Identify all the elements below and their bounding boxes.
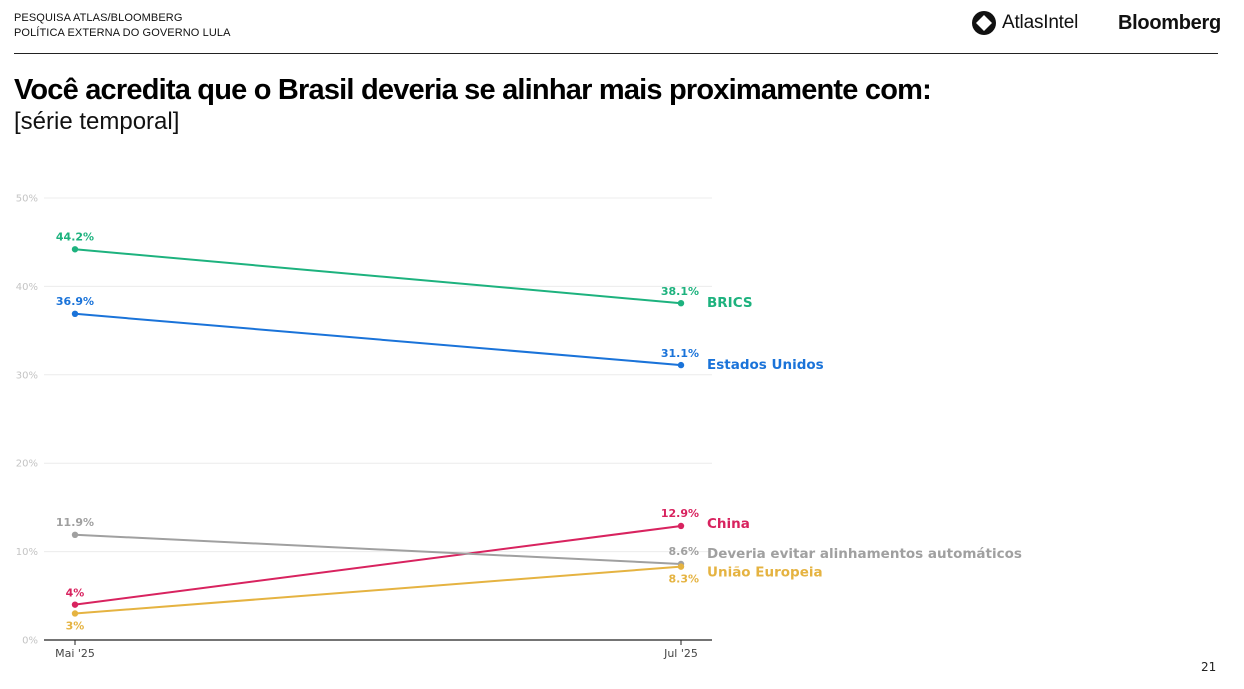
data-point xyxy=(71,246,79,253)
data-point xyxy=(71,601,79,608)
series-line xyxy=(74,565,682,615)
series-line xyxy=(74,248,682,305)
y-tick-label: 30% xyxy=(16,370,38,381)
data-point xyxy=(71,310,79,318)
data-label: 3% xyxy=(66,619,85,632)
y-tick-label: 0% xyxy=(22,636,38,647)
data-point xyxy=(677,361,685,369)
page-number: 21 xyxy=(1201,660,1217,674)
series-label: União Europeia xyxy=(707,565,823,581)
x-tick-label: Jul '25 xyxy=(663,647,698,660)
series-line xyxy=(74,533,682,565)
data-label: 8.3% xyxy=(668,573,699,586)
chart-subtitle: [série temporal] xyxy=(14,108,180,135)
data-point xyxy=(71,610,79,617)
bloomberg-logo: Bloomberg xyxy=(1118,12,1221,34)
atlasintel-logo-icon xyxy=(972,11,996,35)
data-label: 12.9% xyxy=(661,507,699,520)
series-line xyxy=(74,312,682,367)
chart-title: Você acredita que o Brasil deveria se al… xyxy=(14,74,932,106)
data-point xyxy=(677,563,685,570)
series-label: Estados Unidos xyxy=(707,357,824,373)
data-label: 31.1% xyxy=(661,347,699,360)
data-label: 38.1% xyxy=(661,285,699,298)
data-point xyxy=(71,531,79,539)
atlasintel-wordmark: AtlasIntel xyxy=(1002,12,1079,33)
data-label: 11.9% xyxy=(56,516,94,529)
series-label: Deveria evitar alinhamentos automáticos xyxy=(707,546,1022,562)
series-line xyxy=(74,524,682,606)
y-tick-label: 10% xyxy=(16,547,38,558)
y-tick-label: 40% xyxy=(16,282,38,293)
data-label: 8.6% xyxy=(668,545,699,558)
series-label: BRICS xyxy=(707,295,753,311)
header-line-2: POLÍTICA EXTERNA DO GOVERNO LULA xyxy=(14,27,231,39)
atlasintel-logo: AtlasIntel xyxy=(971,10,1078,36)
data-point xyxy=(677,299,685,307)
data-point xyxy=(677,522,685,530)
data-label: 4% xyxy=(66,587,85,600)
data-label: 36.9% xyxy=(56,295,94,308)
header-divider xyxy=(14,53,1218,54)
y-tick-label: 20% xyxy=(16,459,38,470)
header-line-1: PESQUISA ATLAS/BLOOMBERG xyxy=(14,12,183,24)
x-tick-label: Mai '25 xyxy=(55,647,95,660)
y-tick-label: 50% xyxy=(16,194,38,205)
header-survey-info: PESQUISA ATLAS/BLOOMBERG POLÍTICA EXTERN… xyxy=(14,11,231,41)
series-label: China xyxy=(707,516,750,532)
data-label: 44.2% xyxy=(56,230,94,243)
